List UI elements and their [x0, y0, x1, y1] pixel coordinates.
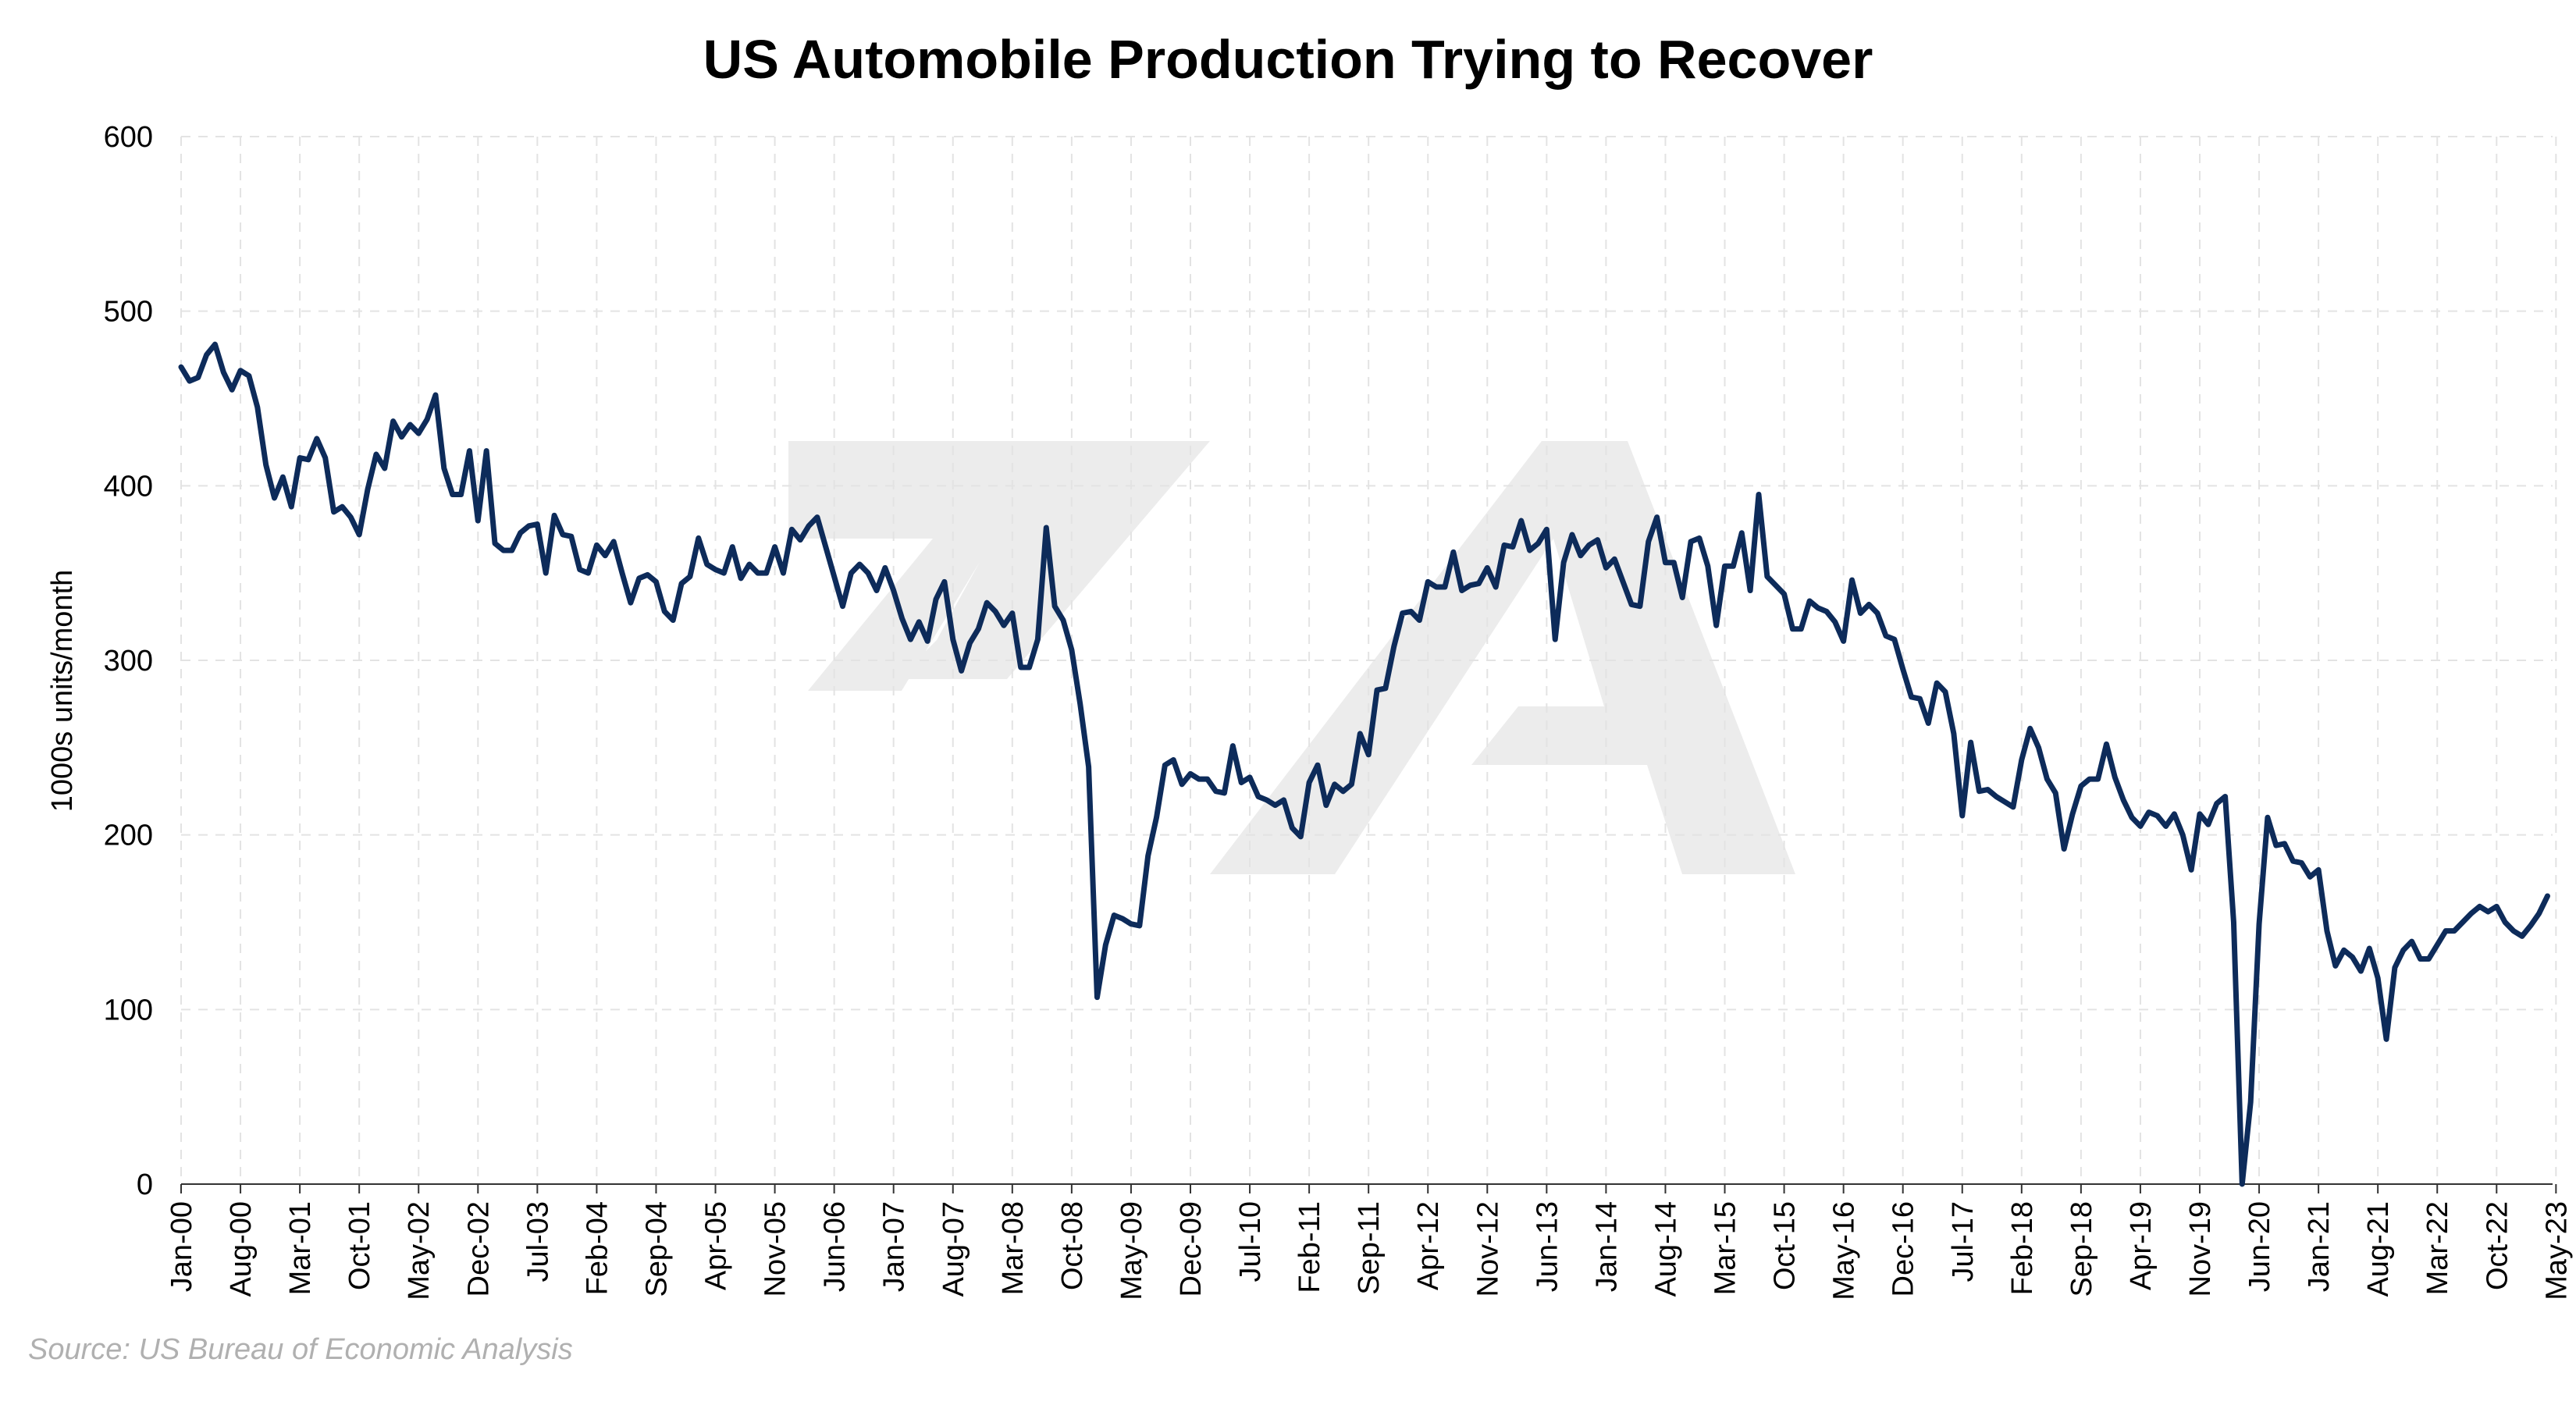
y-tick-label: 600: [104, 121, 153, 154]
x-tick-label: Feb-11: [1293, 1201, 1326, 1293]
x-tick-label: Jul-03: [521, 1201, 554, 1282]
x-tick-label: May-16: [1828, 1201, 1861, 1300]
x-tick-label: May-09: [1115, 1201, 1148, 1300]
watermark-logo: [788, 441, 1795, 874]
x-tick-label: Nov-12: [1471, 1201, 1504, 1297]
x-tick-label: Mar-15: [1710, 1201, 1742, 1295]
chart-title: US Automobile Production Trying to Recov…: [703, 29, 1873, 90]
x-tick-label: Jul-10: [1234, 1201, 1267, 1282]
x-tick-label: Mar-01: [284, 1201, 317, 1295]
series-line: [178, 341, 2550, 1187]
y-tick-label: 100: [104, 994, 153, 1026]
y-tick-label: 500: [104, 296, 153, 329]
x-tick-label: May-23: [2540, 1201, 2573, 1300]
x-tick-label: Jan-07: [878, 1201, 911, 1292]
x-tick-labels: Jan-00 Aug-00 Mar-01 Oct-01 May-02 Dec-02 Jul-…: [165, 1201, 2573, 1300]
y-axis-title: 1000s units/month: [46, 570, 79, 813]
x-tick-label: Jan-00: [165, 1201, 198, 1292]
x-tick-label: Mar-08: [997, 1201, 1030, 1295]
x-tick-label: Aug-14: [1649, 1201, 1682, 1297]
x-tick-label: Sep-04: [640, 1201, 673, 1297]
x-tick-label: Aug-00: [225, 1201, 258, 1297]
x-tick-label: Apr-19: [2125, 1201, 2158, 1290]
x-tick-label: Nov-19: [2184, 1201, 2217, 1297]
x-tick-label: Sep-18: [2065, 1201, 2098, 1297]
x-tick-label: Feb-04: [581, 1201, 614, 1295]
x-tick-label: Oct-22: [2481, 1201, 2514, 1290]
x-tick-label: Dec-16: [1888, 1201, 1920, 1297]
x-tick-label: Jun-06: [819, 1201, 852, 1292]
x-tick-label: Apr-12: [1412, 1201, 1445, 1290]
x-tick-label: Feb-18: [2006, 1201, 2039, 1295]
y-tick-label: 300: [104, 645, 153, 678]
source-note: Source: US Bureau of Economic Analysis: [28, 1333, 573, 1366]
x-tick-label: May-02: [403, 1201, 436, 1300]
x-tick-label: Oct-01: [343, 1201, 376, 1290]
x-tick-label: Mar-22: [2421, 1201, 2454, 1295]
x-tick-label: Dec-09: [1175, 1201, 1208, 1297]
x-tick-label: Jan-21: [2303, 1201, 2336, 1292]
x-tick-label: Dec-02: [462, 1201, 495, 1297]
x-tick-label: Jul-17: [1947, 1201, 1980, 1282]
y-tick-label: 0: [137, 1168, 153, 1201]
x-tick-label: Oct-08: [1056, 1201, 1089, 1290]
x-tick-label: Nov-05: [760, 1201, 792, 1297]
x-tick-label: Jan-14: [1590, 1201, 1623, 1292]
x-tick-label: Jun-13: [1531, 1201, 1564, 1292]
x-tick-label: Sep-11: [1353, 1201, 1386, 1295]
x-tick-label: Apr-05: [700, 1201, 733, 1290]
x-tick-label: Oct-15: [1769, 1201, 1802, 1290]
x-tick-label: Jun-20: [2243, 1201, 2276, 1292]
grid-layer: [180, 136, 2557, 1184]
y-tick-label: 400: [104, 470, 153, 503]
y-tick-labels: 0 100 200 300 400 500 600: [104, 121, 153, 1201]
x-tick-label: Aug-21: [2362, 1201, 2395, 1297]
y-tick-label: 200: [104, 820, 153, 852]
axis-layer: [180, 1183, 2557, 1193]
x-tick-label: Aug-07: [938, 1201, 970, 1297]
